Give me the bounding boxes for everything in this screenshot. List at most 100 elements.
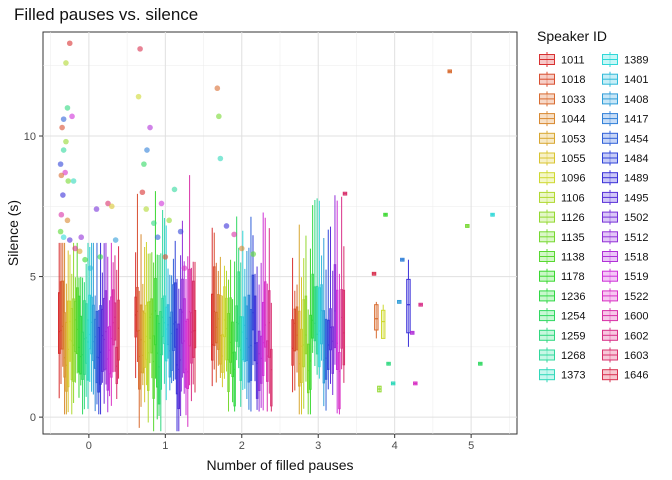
box-body	[102, 297, 106, 371]
box-body	[302, 299, 305, 368]
legend-label: 1603	[624, 350, 648, 362]
box-body	[99, 305, 102, 385]
box-body	[101, 308, 104, 372]
legend-item: 1495	[602, 189, 648, 205]
box	[331, 270, 334, 396]
box	[154, 191, 157, 379]
outlier-point	[151, 220, 157, 226]
box	[465, 224, 470, 228]
box	[58, 242, 61, 399]
box	[309, 248, 312, 415]
box	[241, 230, 244, 390]
box-body	[257, 330, 261, 391]
outlier-point	[216, 113, 222, 120]
box-body	[217, 293, 220, 350]
box-body	[92, 304, 95, 362]
box	[251, 235, 255, 366]
box	[156, 254, 159, 420]
box-body	[117, 299, 120, 361]
x-tick-label: 2	[239, 440, 245, 452]
box	[342, 191, 348, 196]
box-body	[79, 315, 82, 375]
legend-item: 1096	[539, 170, 585, 186]
legend-item: 1268	[539, 347, 585, 363]
legend-label: 1489	[624, 173, 648, 185]
legend-label: 1600	[624, 311, 648, 323]
box-body	[170, 311, 173, 371]
outlier-point	[139, 189, 146, 196]
legend-item: 1603	[602, 347, 648, 363]
box	[83, 282, 86, 410]
outlier-point	[58, 172, 65, 179]
box-body	[104, 290, 108, 370]
box	[211, 227, 214, 387]
box-body	[88, 294, 91, 350]
legend-label: 1053	[561, 133, 585, 145]
legend-item: 1512	[602, 229, 648, 245]
box	[266, 283, 269, 412]
outlier-point	[87, 265, 94, 271]
box	[307, 309, 310, 415]
x-tick-label: 4	[392, 440, 398, 452]
outlier-point	[181, 265, 188, 271]
outlier-point	[64, 105, 71, 111]
box	[147, 253, 150, 423]
outlier-point	[238, 245, 245, 252]
box-body	[68, 300, 72, 341]
box-body	[406, 278, 411, 334]
box-body	[168, 316, 172, 378]
box-body	[311, 273, 314, 339]
box-body	[61, 280, 64, 350]
legend-item: 1602	[602, 327, 648, 343]
box	[322, 238, 325, 407]
box-body	[175, 328, 179, 395]
box	[92, 242, 95, 395]
box	[490, 212, 495, 217]
box-body	[241, 316, 244, 361]
outlier-point	[63, 138, 69, 145]
box	[418, 302, 423, 307]
box	[111, 262, 115, 373]
legend-label: 1512	[624, 232, 648, 244]
box	[390, 381, 396, 386]
box-body	[75, 287, 79, 355]
box	[320, 255, 323, 361]
box	[259, 262, 263, 408]
legend-label: 1602	[624, 330, 648, 342]
outlier-point	[63, 60, 69, 66]
legend-label: 1502	[624, 212, 648, 224]
legend-label: 1178	[561, 271, 585, 283]
box-body	[165, 306, 168, 362]
legend-label: 1519	[624, 271, 648, 283]
box-body	[74, 300, 77, 353]
box-body	[340, 288, 343, 349]
outlier-point	[217, 155, 224, 162]
box-body	[255, 342, 259, 399]
legend-item: 1454	[602, 130, 648, 146]
box	[134, 252, 137, 379]
legend-item: 1489	[602, 170, 648, 186]
box-body	[331, 326, 334, 374]
box	[217, 270, 220, 366]
outlier-point	[66, 237, 73, 243]
outlier-point	[58, 211, 65, 218]
box-body	[93, 318, 97, 369]
box	[63, 242, 66, 415]
box	[72, 242, 75, 403]
box-body	[313, 286, 317, 342]
box-body	[291, 319, 294, 366]
outlier-point	[158, 200, 165, 207]
outlier-point	[60, 147, 67, 153]
box	[478, 361, 483, 366]
legend-item: 1401	[602, 71, 648, 87]
legend-label: 1522	[624, 291, 648, 303]
box-body	[307, 343, 310, 394]
box	[255, 266, 259, 410]
x-tick-label: 5	[468, 440, 474, 452]
outlier-point	[62, 169, 68, 176]
box	[163, 218, 166, 384]
y-tick-label: 5	[30, 272, 36, 284]
box	[313, 200, 317, 367]
box	[298, 224, 301, 415]
box	[227, 279, 230, 412]
